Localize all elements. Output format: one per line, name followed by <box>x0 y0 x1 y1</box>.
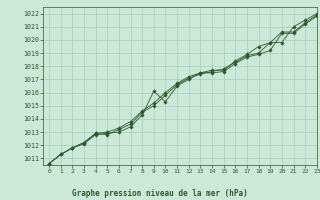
Text: Graphe pression niveau de la mer (hPa): Graphe pression niveau de la mer (hPa) <box>72 189 248 198</box>
